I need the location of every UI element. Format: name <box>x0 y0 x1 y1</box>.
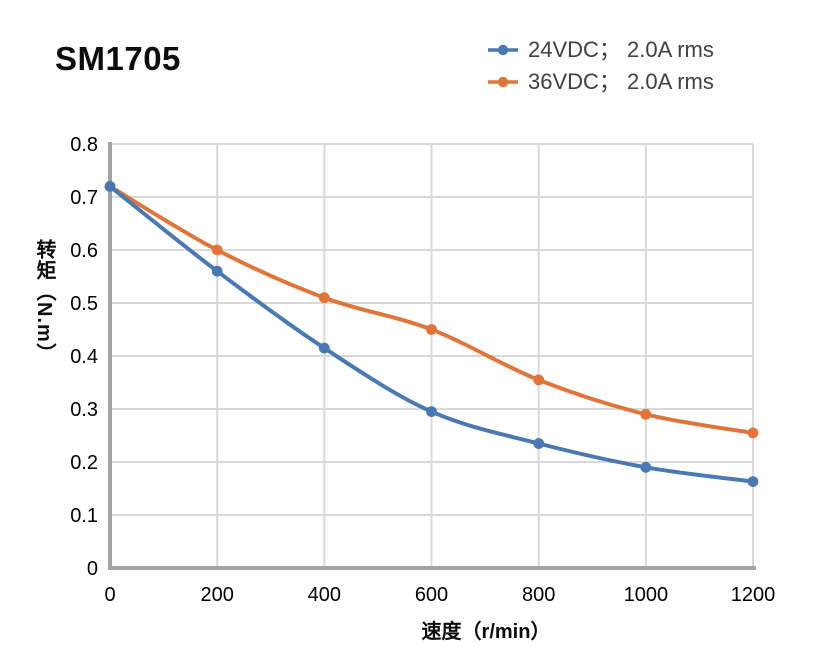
legend-marker-24vdc-icon <box>488 44 518 56</box>
y-tick-label: 0.4 <box>70 346 98 368</box>
legend-marker-36vdc-icon <box>488 76 518 88</box>
data-point-36vdc <box>640 408 652 420</box>
y-tick-label: 0.3 <box>70 399 98 421</box>
x-axis-title: 速度（r/min） <box>421 621 551 643</box>
data-point-36vdc <box>533 374 545 386</box>
x-tick-label: 0 <box>104 584 115 606</box>
legend: 24VDC； 2.0A rms 36VDC； 2.0A rms <box>487 34 714 98</box>
data-point-36vdc <box>318 292 330 304</box>
chart-title: SM1705 <box>55 40 181 77</box>
legend-item-36vdc: 36VDC； 2.0A rms <box>487 66 714 98</box>
data-point-24vdc <box>533 438 545 449</box>
x-tick-label: 200 <box>200 584 233 606</box>
legend-label-36vdc: 36VDC； 2.0A rms <box>528 69 714 94</box>
data-point-36vdc <box>426 324 437 335</box>
y-tick-label: 0.8 <box>70 134 98 156</box>
y-tick-label: 0.6 <box>70 240 98 262</box>
y-tick-label: 0.5 <box>70 293 98 315</box>
data-point-24vdc <box>104 181 116 192</box>
data-point-24vdc <box>426 406 437 417</box>
x-tick-label: 400 <box>308 584 341 606</box>
y-tick-label: 0.2 <box>70 452 98 474</box>
data-point-24vdc <box>747 476 759 487</box>
x-tick-label: 1200 <box>731 584 776 606</box>
legend-item-24vdc: 24VDC； 2.0A rms <box>487 34 714 66</box>
y-tick-label: 0.7 <box>70 187 98 209</box>
legend-label-24vdc: 24VDC； 2.0A rms <box>528 37 714 62</box>
x-tick-label: 800 <box>522 584 555 606</box>
y-axis-title: 转矩（N.m） <box>33 239 55 364</box>
data-point-24vdc <box>318 342 330 354</box>
x-tick-label: 1000 <box>624 584 669 606</box>
data-point-24vdc <box>640 461 652 473</box>
data-point-36vdc <box>747 427 759 439</box>
data-point-36vdc <box>211 244 223 256</box>
y-tick-label: 0.1 <box>70 505 98 527</box>
y-tick-label: 0 <box>87 558 98 580</box>
data-point-24vdc <box>211 265 223 277</box>
x-tick-label: 600 <box>415 584 448 606</box>
